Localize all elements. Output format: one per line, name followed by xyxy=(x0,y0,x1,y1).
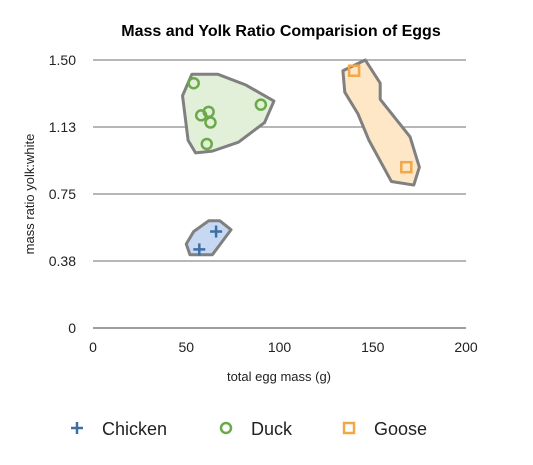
duck-data-point xyxy=(204,116,217,129)
x-tick-label: 50 xyxy=(178,339,194,355)
goose-legend-label: Goose xyxy=(374,419,427,439)
duck-data-point xyxy=(254,98,268,111)
duck-cluster-hull xyxy=(181,72,276,155)
duck-legend-label: Duck xyxy=(251,419,293,439)
goose-legend-marker xyxy=(342,421,356,435)
duck-data-point xyxy=(200,137,214,151)
chicken-cluster-hull xyxy=(184,219,233,257)
chicken-legend-marker xyxy=(71,422,83,434)
goose-data-point xyxy=(400,160,413,174)
duck-data-point xyxy=(187,76,200,90)
chicken-legend-label: Chicken xyxy=(102,419,167,439)
y-tick-label: 0.38 xyxy=(49,253,76,269)
duck-legend-marker xyxy=(219,421,233,435)
x-axis-label: total egg mass (g) xyxy=(227,369,331,384)
x-tick-label: 100 xyxy=(268,339,292,355)
x-tick-label: 0 xyxy=(89,339,97,355)
y-tick-label: 0 xyxy=(68,320,76,336)
y-tick-label: 1.50 xyxy=(49,52,76,68)
y-axis-label: mass ratio yolk:white xyxy=(22,134,37,255)
chicken-data-point xyxy=(210,225,223,238)
goose-cluster-hull xyxy=(341,58,421,187)
goose-data-point xyxy=(347,64,361,77)
y-tick-label: 1.13 xyxy=(49,119,76,135)
x-tick-label: 200 xyxy=(454,339,478,355)
y-tick-label: 0.75 xyxy=(49,186,76,202)
x-tick-label: 150 xyxy=(361,339,385,355)
chart-title: Mass and Yolk Ratio Comparision of Eggs xyxy=(121,23,441,40)
plot-area: 0 0.38 0.75 1.13 1.50 0 50 100 150 200 xyxy=(49,52,478,355)
chicken-data-point xyxy=(193,243,206,256)
legend: Chicken Duck Goose xyxy=(71,419,427,439)
